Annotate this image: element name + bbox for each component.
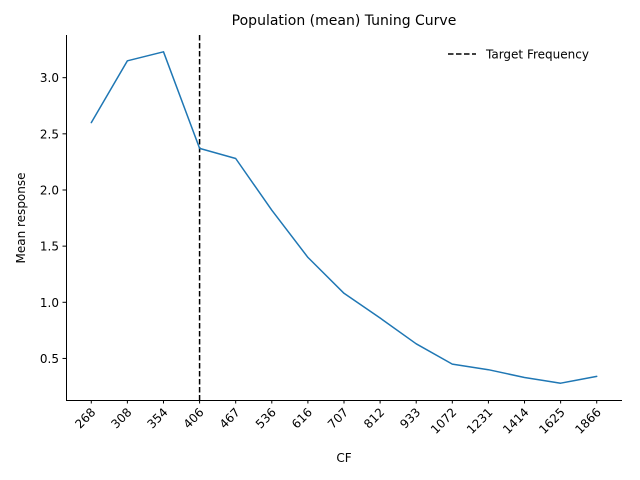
y-tick-label: 2.5 (40, 127, 59, 141)
x-tick-label: 268 (72, 405, 98, 431)
x-tick-label: 406 (181, 405, 207, 431)
chart-title: Population (mean) Tuning Curve (232, 13, 457, 29)
x-tick-label: 707 (325, 405, 351, 431)
y-axis-label: Mean response (14, 172, 28, 263)
x-axis-label: CF (336, 451, 351, 465)
x-axis-ticks: 268 308 354 406 467 536 616 707 812 933 1072 1231 14… (72, 400, 604, 437)
legend: Target Frequency (448, 48, 589, 62)
x-tick-label: 616 (289, 405, 315, 431)
x-tick-label: 1414 (500, 405, 531, 436)
x-tick-label: 1625 (536, 405, 567, 436)
x-tick-label: 1231 (464, 405, 495, 436)
y-tick-label: 0.5 (40, 352, 59, 366)
y-tick-label: 2.0 (40, 183, 59, 197)
series-group (90, 51, 598, 384)
x-tick-label: 1072 (428, 405, 459, 436)
x-tick-label: 467 (217, 405, 243, 431)
legend-label-target-frequency: Target Frequency (485, 48, 589, 62)
y-tick-label: 1.0 (40, 296, 59, 310)
y-tick-label: 3.0 (40, 71, 59, 85)
y-tick-label: 1.5 (40, 240, 59, 254)
x-tick-label: 536 (253, 405, 279, 431)
x-tick-label: 1866 (572, 405, 603, 436)
x-tick-label: 933 (397, 405, 423, 431)
x-tick-label: 354 (145, 405, 171, 431)
x-tick-label: 812 (361, 405, 387, 431)
series-line-mean-response (90, 51, 598, 384)
x-tick-label: 308 (108, 405, 134, 431)
y-axis-ticks: 0.5 1.0 1.5 2.0 2.5 3.0 (40, 71, 66, 366)
